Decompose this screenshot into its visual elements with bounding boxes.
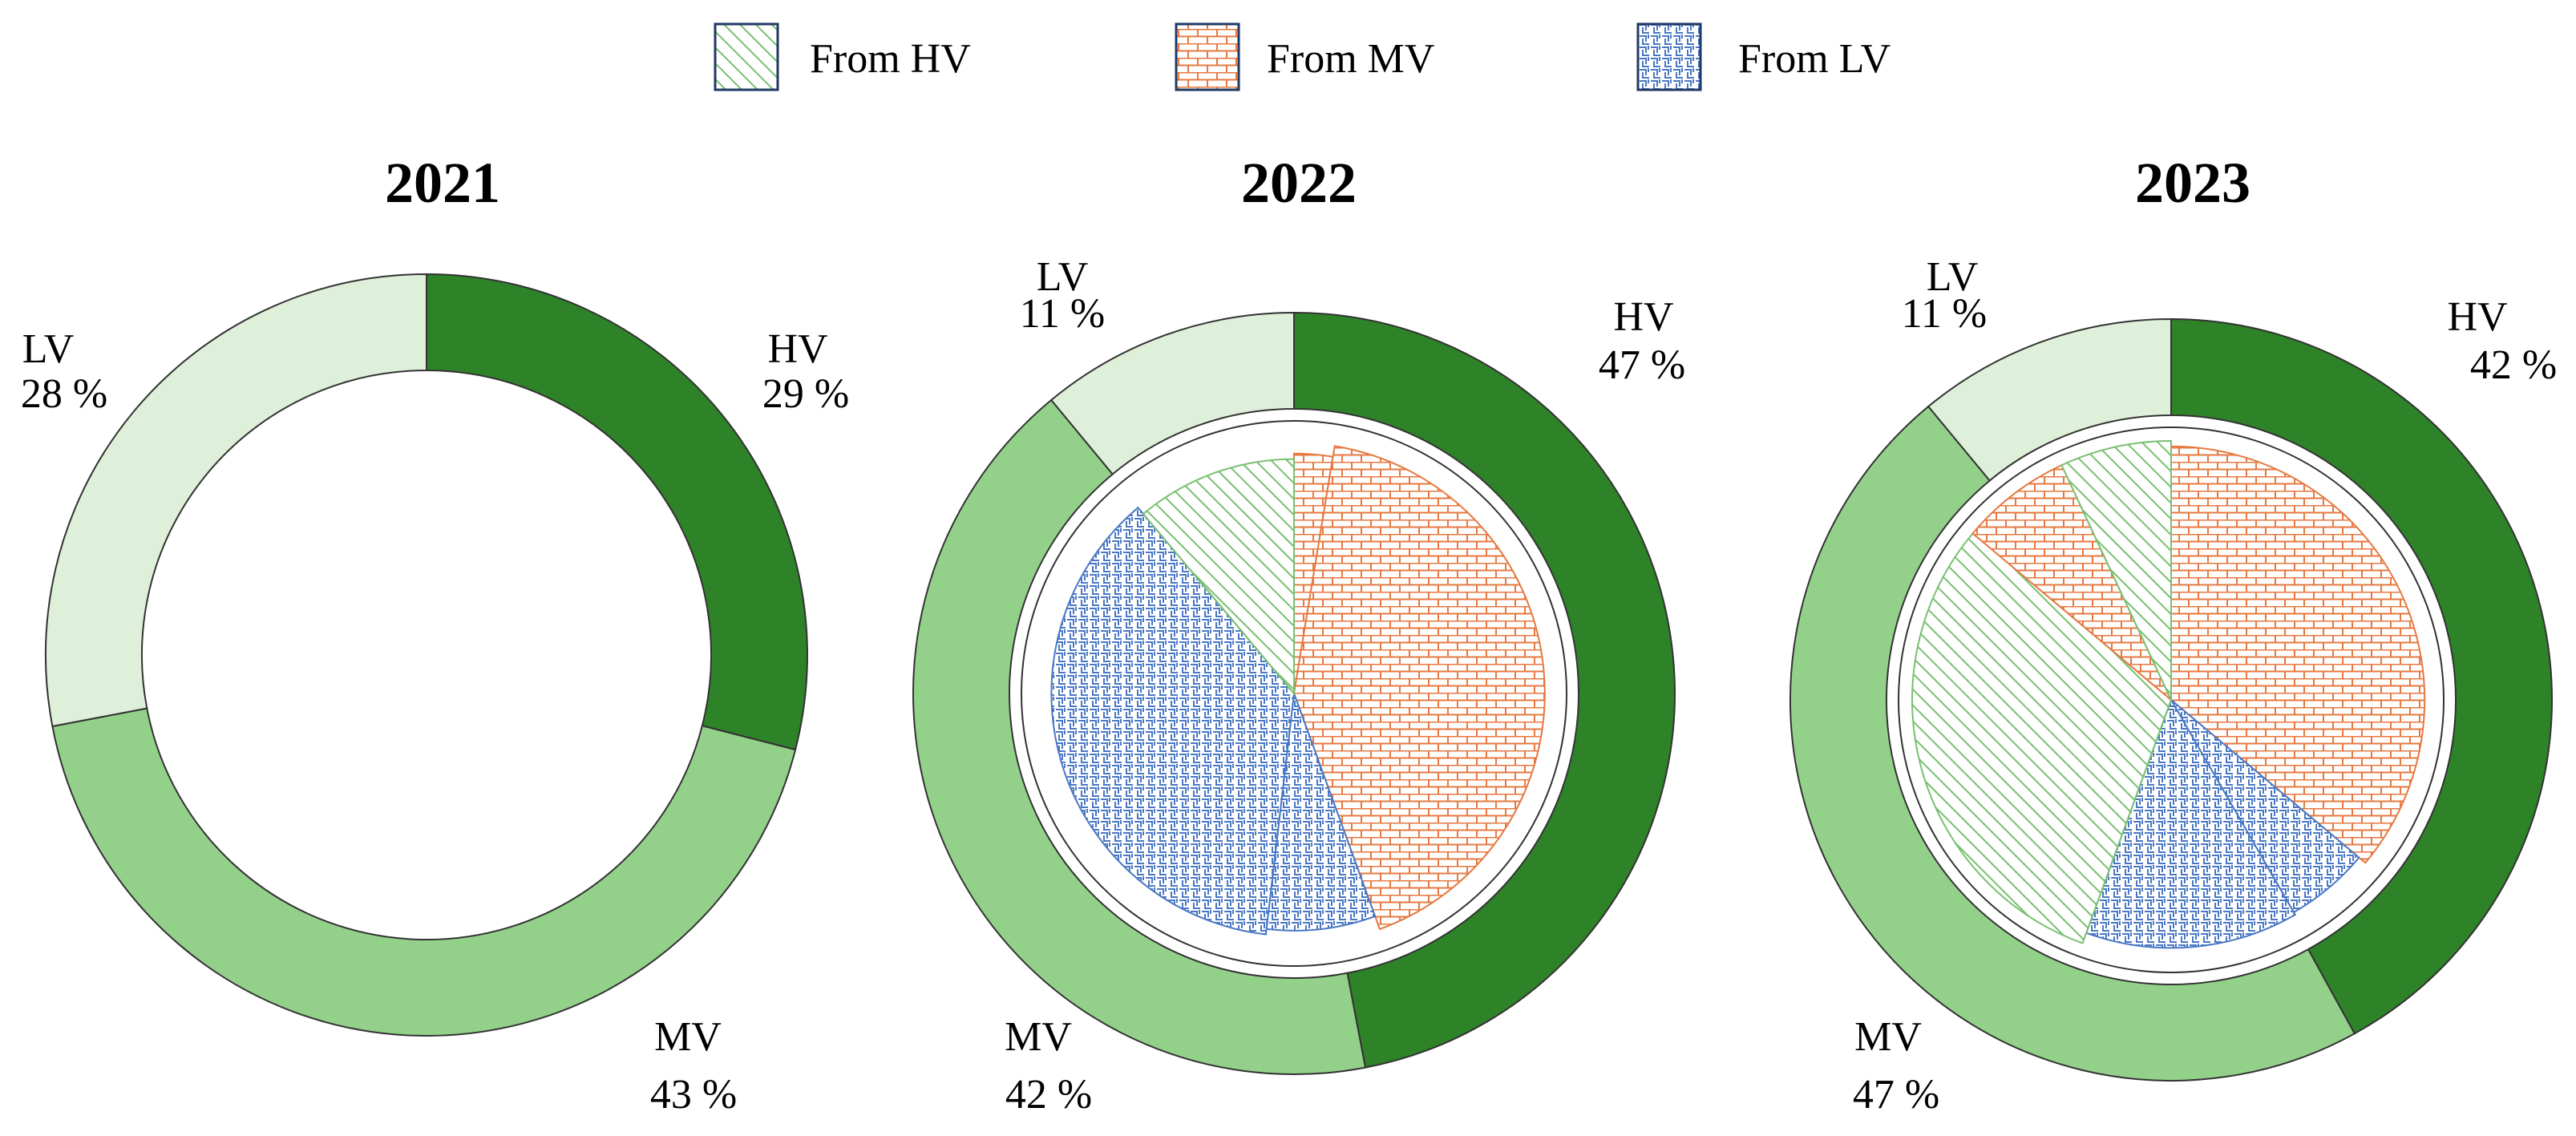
- ring-segment-2021-mv: [51, 707, 797, 1037]
- pct-2023-hv: 42 %: [2470, 342, 2557, 388]
- ring-2023: [1789, 317, 2553, 1081]
- chart-title-2021: 2021: [385, 151, 500, 215]
- inner-slice-2022-from-lv-3: [1050, 506, 1296, 936]
- ring-segment-2022-hv: [1293, 311, 1676, 1069]
- ring-segment-2023-lv: [1927, 317, 2172, 482]
- inner-slice-2023-from-mv-0: [2170, 445, 2426, 864]
- label-2022-hv: HV: [1613, 294, 1673, 340]
- inner-slice-2022-from-hv-4: [1142, 458, 1295, 696]
- pct-2023-lv: 11 %: [1902, 291, 1987, 337]
- ring-2021: [45, 273, 808, 1037]
- label-2022-lv: LV: [1037, 254, 1089, 300]
- pct-2022-mv: 42 %: [1005, 1072, 1092, 1118]
- ring-segment-2023-mv: [1789, 405, 2356, 1081]
- ring-segment-2021-hv: [426, 273, 808, 751]
- legend-label-lv: From LV: [1738, 36, 1891, 82]
- ring-segment-2021-lv: [45, 273, 427, 728]
- chart-2021: 2021 HV 29 % MV 43 % LV 28 %: [21, 151, 849, 1118]
- label-2023-mv: MV: [1854, 1014, 1922, 1060]
- legend: From HV From MV From LV: [714, 22, 1891, 91]
- label-2022-mv: MV: [1005, 1014, 1072, 1060]
- pct-2021-mv: 43 %: [650, 1072, 737, 1118]
- ring-segment-2022-lv: [1049, 311, 1295, 475]
- ring-2022: [912, 311, 1676, 1076]
- inner-slice-2022-from-lv-2: [1265, 693, 1377, 932]
- inner-slice-2022-from-mv-1: [1292, 445, 1546, 931]
- label-2023-lv: LV: [1927, 254, 1979, 300]
- ring-segment-2022-mv: [912, 398, 1367, 1076]
- label-2023-hv: HV: [2447, 294, 2507, 340]
- pct-2022-hv: 47 %: [1599, 342, 1685, 388]
- chart-title-2022: 2022: [1241, 151, 1357, 215]
- legend-swatch-mv: [1175, 22, 1240, 91]
- pct-2021-lv: 28 %: [21, 371, 107, 417]
- legend-label-mv: From MV: [1267, 36, 1434, 82]
- legend-swatch-lv: [1636, 22, 1702, 91]
- legend-swatch-hv: [714, 22, 779, 91]
- chart-2022: 2022 HV 47 % MV 42 % LV 11 %: [912, 151, 1685, 1118]
- pct-2023-mv: 47 %: [1853, 1072, 1939, 1118]
- label-2021-hv: HV: [767, 326, 827, 372]
- label-2021-mv: MV: [654, 1014, 722, 1060]
- pct-2021-hv: 29 %: [762, 371, 849, 417]
- chart-title-2023: 2023: [2135, 151, 2250, 215]
- pct-2022-lv: 11 %: [1020, 291, 1105, 337]
- inner-slice-2023-from-lv-2: [2085, 697, 2297, 949]
- label-2021-lv: LV: [22, 326, 75, 372]
- inner-slice-2023-from-hv-3: [1911, 532, 2173, 944]
- legend-label-hv: From HV: [810, 36, 971, 82]
- inner-slices-2023: [1898, 427, 2445, 973]
- inner-slice-2023-from-hv-5: [2060, 439, 2172, 701]
- inner-slices-2022: [1021, 420, 1567, 967]
- chart-2023: 2023 HV 42 % MV 47 % LV 11 %: [1789, 151, 2557, 1118]
- inner-slice-2023-from-mv-4: [1971, 463, 2172, 701]
- ring-segment-2023-hv: [2170, 317, 2553, 1035]
